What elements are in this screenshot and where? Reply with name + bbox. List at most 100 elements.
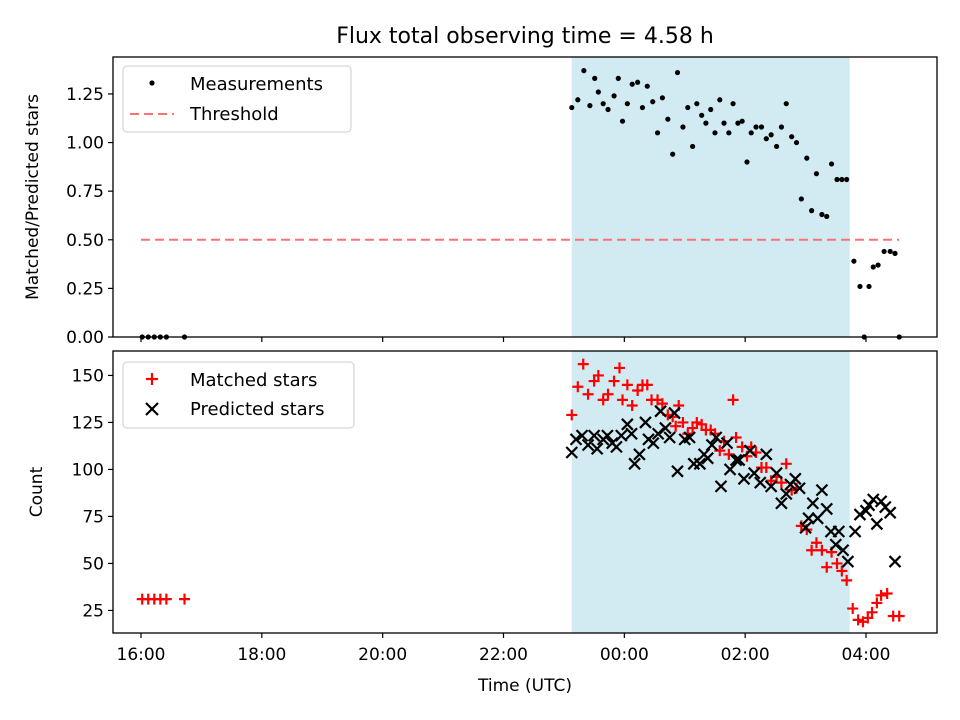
matched-star-point [602, 388, 614, 400]
measurement-point [881, 248, 887, 255]
x-tick-label: 02:00 [721, 645, 770, 665]
predicted-star-point [747, 466, 761, 480]
y-tick-label: 25 [82, 601, 104, 621]
measurement-point [708, 106, 714, 113]
x-tick-label: 20:00 [358, 645, 407, 665]
predicted-star-point [720, 436, 734, 450]
measurement-point [857, 283, 863, 290]
legend-threshold-label: Threshold [189, 104, 279, 125]
y-tick-label: 0.00 [66, 328, 104, 348]
predicted-star-point [815, 483, 829, 497]
matched-star-point [687, 422, 699, 434]
measurement-point [639, 104, 646, 111]
matched-star-point [582, 388, 594, 400]
predicted-star-point [581, 438, 595, 452]
predicted-star-point [651, 427, 665, 440]
bottom-x-ticks: 16:00 18:00 20:00 22:00 00:00 02:00 04:00 [117, 633, 891, 665]
bottom-y-axis-label: Count [27, 466, 47, 517]
matched-star-point [566, 409, 578, 421]
measurement-point [851, 258, 857, 264]
measurement-point [600, 101, 606, 107]
measurement-point [730, 101, 736, 107]
predicted-star-point [883, 506, 897, 519]
matched-star-point [727, 394, 739, 406]
measurement-point [674, 69, 681, 76]
measurement-point [605, 106, 611, 113]
matched-star-point [160, 593, 172, 605]
top-axes-frame [112, 56, 938, 338]
matched-star-point [831, 557, 843, 569]
predicted-star-point [732, 453, 746, 467]
predicted-star-point [683, 431, 696, 444]
predicted-star-point [829, 538, 843, 551]
predicted-star-point [659, 421, 672, 435]
matched-star-point [893, 610, 905, 622]
predicted-star-point [628, 457, 641, 471]
measurement-point [690, 143, 696, 150]
predicted-star-point [729, 453, 743, 467]
legend-matched-marker [146, 373, 158, 385]
x-tick-label: 16:00 [117, 645, 166, 665]
matched-star-point [667, 411, 679, 423]
predicted-star-point [853, 508, 867, 521]
matched-star-point [670, 420, 682, 432]
x-axis-label: Time (UTC) [477, 676, 572, 696]
predicted-star-point [832, 525, 846, 538]
predicted-star-point [705, 438, 719, 452]
predicted-star-point [806, 497, 820, 510]
measurement-point [629, 81, 635, 87]
measurement-point [665, 116, 671, 122]
matched-star-point [656, 398, 668, 410]
measurement-point [575, 97, 581, 103]
matched-star-point [626, 400, 638, 412]
top-legend-box [122, 65, 352, 133]
measurement-point [735, 120, 741, 126]
measurement-point [753, 124, 759, 130]
predicted-star-point [714, 480, 728, 493]
measurement-point [834, 176, 840, 183]
predicted-star-point [743, 444, 757, 457]
x-tick-label: 18:00 [237, 645, 286, 665]
matched-star-point [821, 561, 833, 573]
matched-star-point [597, 394, 609, 406]
y-tick-label: 150 [72, 366, 104, 386]
measurement-point [866, 283, 872, 290]
matched-star-point [608, 375, 620, 387]
legend-measurements-label: Measurements [190, 74, 323, 95]
bottom-axes-frame [112, 350, 938, 634]
top-y-ticks: 0.00 0.25 0.50 0.75 1.00 1.25 [66, 85, 113, 348]
predicted-star-point [799, 521, 812, 534]
matched-star-point [780, 458, 792, 470]
bottom-legend-box [122, 361, 355, 429]
matched-star-point [862, 612, 874, 624]
measurement-point [670, 151, 676, 157]
measurement-point [844, 176, 850, 183]
predicted-star-point [663, 431, 676, 444]
measurement-point [783, 101, 789, 107]
x-tick-label: 22:00 [479, 645, 528, 665]
measurement-point [768, 132, 774, 138]
measurement-point [726, 130, 732, 136]
matched-star-point [760, 462, 772, 474]
measurement-point [804, 155, 810, 161]
measurement-point [819, 211, 825, 218]
measurement-point [717, 97, 723, 103]
predicted-star-point [709, 431, 723, 444]
predicted-star-point [610, 440, 623, 454]
y-tick-label: 0.50 [66, 231, 104, 251]
measurement-point [581, 68, 587, 74]
measurement-point [644, 83, 650, 89]
bottom-y-ticks: 25 50 75 100 125 150 [72, 366, 113, 621]
measurement-point [748, 130, 754, 136]
measurement-point [813, 171, 820, 177]
predicted-star-point [671, 465, 684, 478]
bottom-panel: 25 50 75 100 125 150 16:00 18:00 20:00 22:00 00:0… [27, 350, 938, 696]
predicted-star-point [848, 525, 862, 538]
measurement-point [809, 208, 815, 214]
measurement-point [592, 75, 598, 81]
matched-star-point [841, 574, 853, 586]
top-panel: 0.00 0.25 0.50 0.75 1.00 1.25 Matched/Predict… [23, 56, 938, 348]
measurement-point [778, 124, 785, 130]
matched-star-point [621, 379, 633, 391]
predicted-star-point [811, 512, 824, 525]
